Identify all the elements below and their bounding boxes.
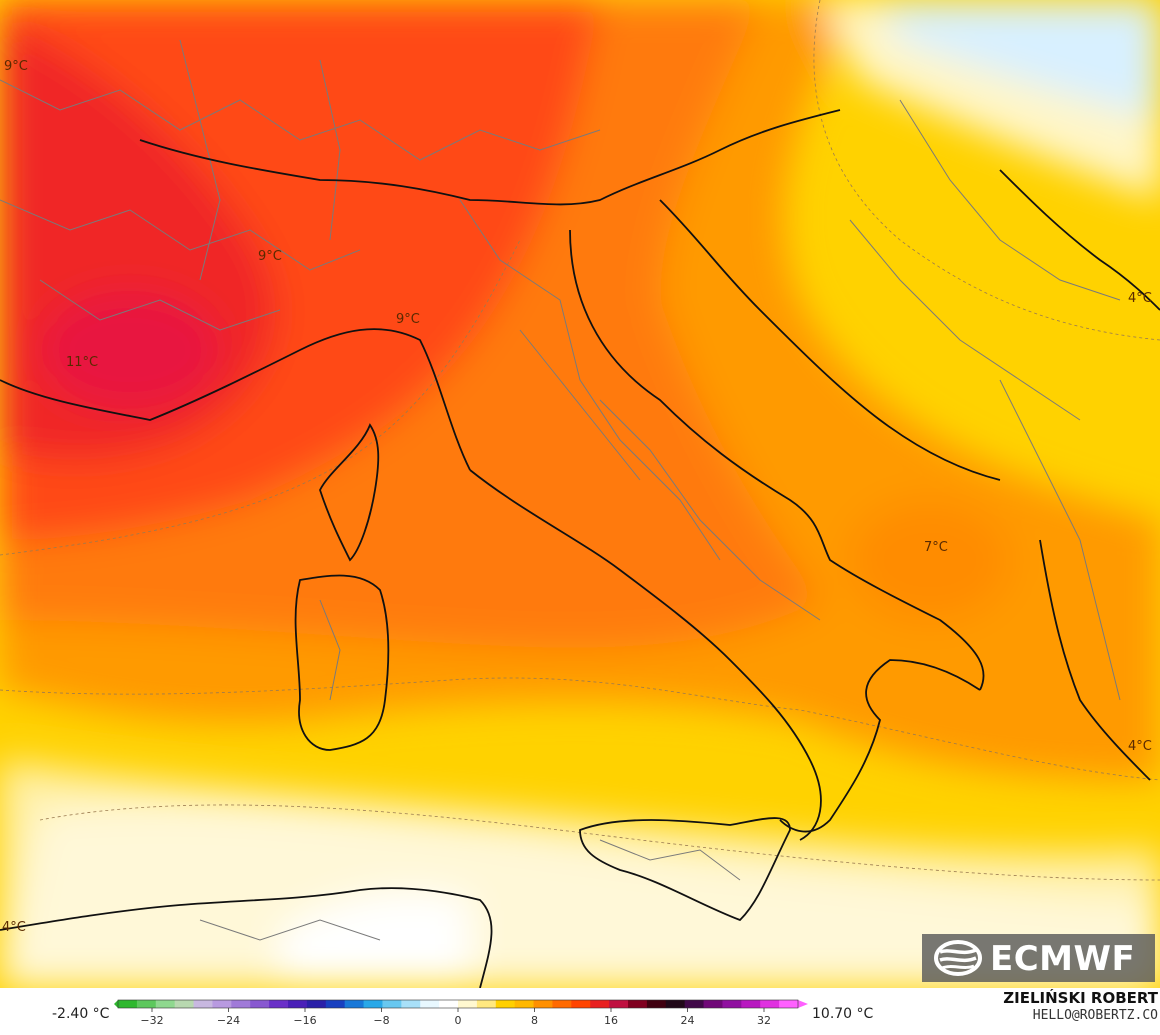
color-scale-cell [628, 1000, 648, 1008]
color-scale-tick-label: −8 [373, 1014, 389, 1027]
color-scale-cell [269, 1000, 289, 1008]
color-scale: −32 −24 −16 −8 0 8 16 24 32 [114, 999, 808, 1027]
color-scale-cell [363, 1000, 383, 1008]
color-scale-tick-label: −32 [140, 1014, 163, 1027]
color-scale-cell [458, 1000, 478, 1008]
temp-label-adriatic-south: 7°C [924, 540, 948, 555]
temp-label-genoa: 9°C [396, 312, 420, 327]
color-scale-cell [741, 1000, 761, 1008]
color-scale-cell [552, 1000, 572, 1008]
color-scale-cell [646, 1000, 667, 1008]
temperature-gradient [0, 0, 1160, 988]
color-scale-cell [495, 1000, 516, 1008]
color-scale-cell [344, 1000, 365, 1008]
color-scale-cell [250, 1000, 270, 1008]
ecmwf-logo: ECMWF [922, 934, 1155, 982]
color-scale-cell [779, 1000, 799, 1008]
color-scale-tick-label: 8 [531, 1014, 538, 1027]
legend-min-value: -2.40 °C [52, 1006, 110, 1022]
color-scale-cell [514, 1000, 535, 1008]
color-scale-cell [439, 1000, 459, 1008]
temp-label-nw: 9°C [4, 59, 28, 74]
temp-label-provence: 11°C [66, 355, 98, 370]
color-scale-cell [665, 1000, 686, 1008]
color-scale-cell [306, 1000, 327, 1008]
color-scale-cell [193, 1000, 213, 1008]
isotherm-lines [0, 0, 1160, 881]
color-scale-cell [155, 1000, 176, 1008]
color-scale-cell [609, 1000, 629, 1008]
color-scale-cell [382, 1000, 402, 1008]
color-scale-cell [136, 1000, 157, 1008]
color-scale-cell [325, 1000, 346, 1008]
legend-max-value: 10.70 °C [812, 1006, 874, 1022]
color-scale-cell [476, 1000, 497, 1008]
color-scale-cell [288, 1000, 308, 1008]
color-scale-tick-label: −24 [217, 1014, 240, 1027]
author-email[interactable]: HELLO@ROBERTZ.CO [1032, 1008, 1158, 1023]
color-scale-tick-label: 16 [604, 1014, 618, 1027]
color-scale-cell [533, 1000, 553, 1008]
color-scale-tick-label: 32 [757, 1014, 771, 1027]
temp-label-algeria: 4°C [2, 920, 26, 935]
color-scale-ticks: −32 −24 −16 −8 0 8 16 24 32 [140, 1008, 771, 1027]
color-scale-tick-label: 24 [681, 1014, 695, 1027]
temp-label-balkans-east: 4°C [1128, 291, 1152, 306]
color-scale-tick-label: −16 [293, 1014, 316, 1027]
color-scale-cell [590, 1000, 610, 1008]
temp-label-alps: 9°C [258, 249, 282, 264]
color-scale-cell [420, 1000, 440, 1008]
color-scale-min-arrow [114, 1000, 118, 1008]
color-scale-cell [684, 1000, 705, 1008]
color-scale-cell [174, 1000, 195, 1008]
color-scale-cell [118, 1000, 138, 1008]
ecmwf-logo-icon [934, 940, 982, 976]
temp-label-greece-west: 4°C [1128, 739, 1152, 754]
color-scale-max-arrow [798, 1000, 808, 1008]
color-scale-cell [722, 1000, 742, 1008]
map-canvas: 9°C 9°C 9°C 11°C 4°C 7°C 4°C 4°C [0, 0, 1160, 988]
color-scale-cell [703, 1000, 723, 1008]
color-scale-cell [401, 1000, 421, 1008]
color-scale-cell [231, 1000, 251, 1008]
color-scale-cells [114, 999, 808, 1009]
color-scale-tick-label: 0 [455, 1014, 462, 1027]
ecmwf-logo-text: ECMWF [990, 939, 1136, 979]
legend-bar: -2.40 °C −32 −24 −16 −8 0 8 16 24 32 10.70 °C ZI… [0, 988, 1160, 1035]
color-scale-cell [760, 1000, 780, 1008]
color-scale-cell [212, 1000, 232, 1008]
temperature-map: 9°C 9°C 9°C 11°C 4°C 7°C 4°C 4°C ECMWF [0, 0, 1160, 988]
coastlines [0, 109, 1160, 988]
author-name: ZIELIŃSKI ROBERT [1003, 989, 1158, 1007]
color-scale-cell [571, 1000, 591, 1008]
